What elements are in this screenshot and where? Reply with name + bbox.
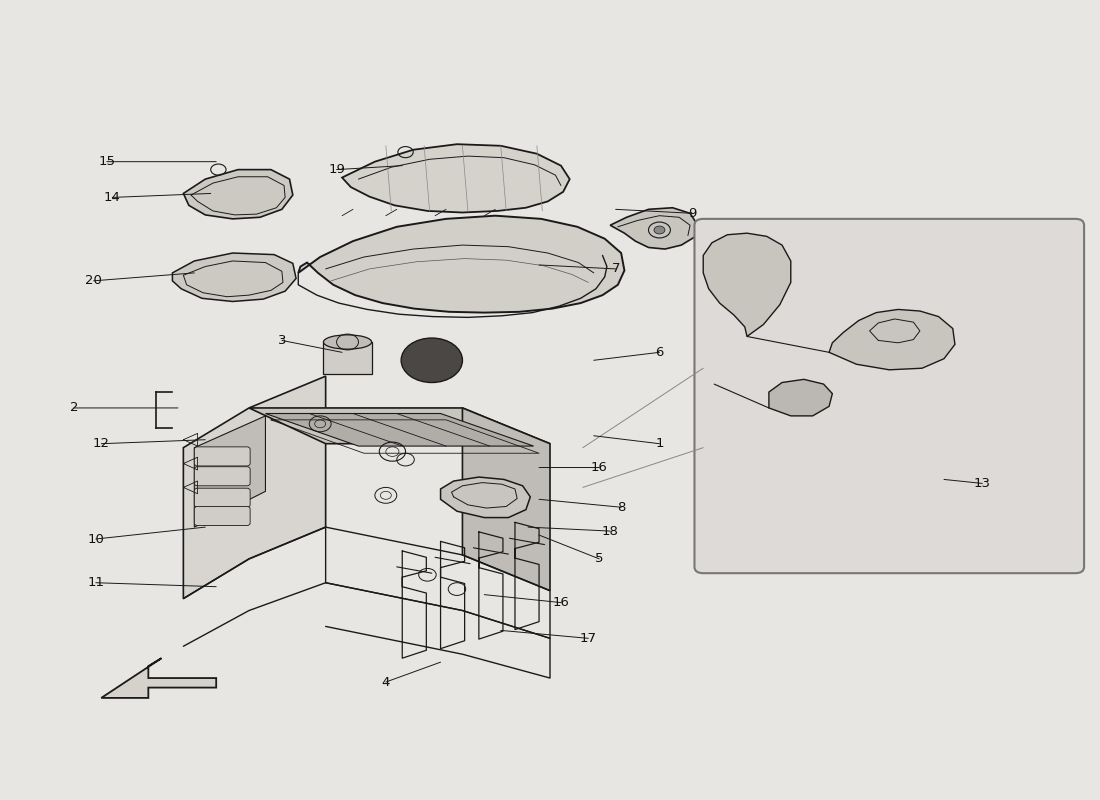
Polygon shape <box>184 376 326 598</box>
Text: 1: 1 <box>656 437 663 450</box>
Polygon shape <box>441 477 530 518</box>
Polygon shape <box>829 310 955 370</box>
Text: 20: 20 <box>85 274 102 287</box>
Polygon shape <box>249 408 550 444</box>
Text: 2: 2 <box>69 402 78 414</box>
Text: 11: 11 <box>87 576 104 590</box>
FancyBboxPatch shape <box>195 466 250 486</box>
FancyBboxPatch shape <box>195 506 250 526</box>
Circle shape <box>402 338 462 382</box>
Text: 5: 5 <box>595 552 604 566</box>
Polygon shape <box>462 408 550 590</box>
Polygon shape <box>703 233 791 337</box>
Text: 19: 19 <box>328 163 345 176</box>
Text: 15: 15 <box>98 155 116 168</box>
Text: 14: 14 <box>103 191 121 204</box>
Text: 16: 16 <box>591 461 607 474</box>
Text: 8: 8 <box>617 501 625 514</box>
Polygon shape <box>769 379 833 416</box>
Circle shape <box>654 226 664 234</box>
Polygon shape <box>265 414 534 446</box>
Text: 9: 9 <box>689 207 696 220</box>
Text: 7: 7 <box>612 262 620 275</box>
Text: 10: 10 <box>87 533 104 546</box>
Polygon shape <box>323 342 372 374</box>
Text: 18: 18 <box>602 525 618 538</box>
FancyBboxPatch shape <box>195 447 250 466</box>
Text: 12: 12 <box>92 437 110 450</box>
Text: 16: 16 <box>552 596 570 609</box>
FancyBboxPatch shape <box>694 219 1085 573</box>
Text: 13: 13 <box>974 477 991 490</box>
Ellipse shape <box>323 335 372 349</box>
Polygon shape <box>173 253 296 302</box>
Polygon shape <box>101 658 217 698</box>
Polygon shape <box>184 170 293 219</box>
Polygon shape <box>298 216 625 313</box>
Polygon shape <box>610 208 697 249</box>
Text: 4: 4 <box>382 675 390 689</box>
Text: 17: 17 <box>580 632 597 645</box>
FancyBboxPatch shape <box>195 488 250 507</box>
Text: 3: 3 <box>277 334 286 347</box>
Polygon shape <box>342 144 570 213</box>
Text: 6: 6 <box>656 346 663 359</box>
Polygon shape <box>195 416 265 527</box>
